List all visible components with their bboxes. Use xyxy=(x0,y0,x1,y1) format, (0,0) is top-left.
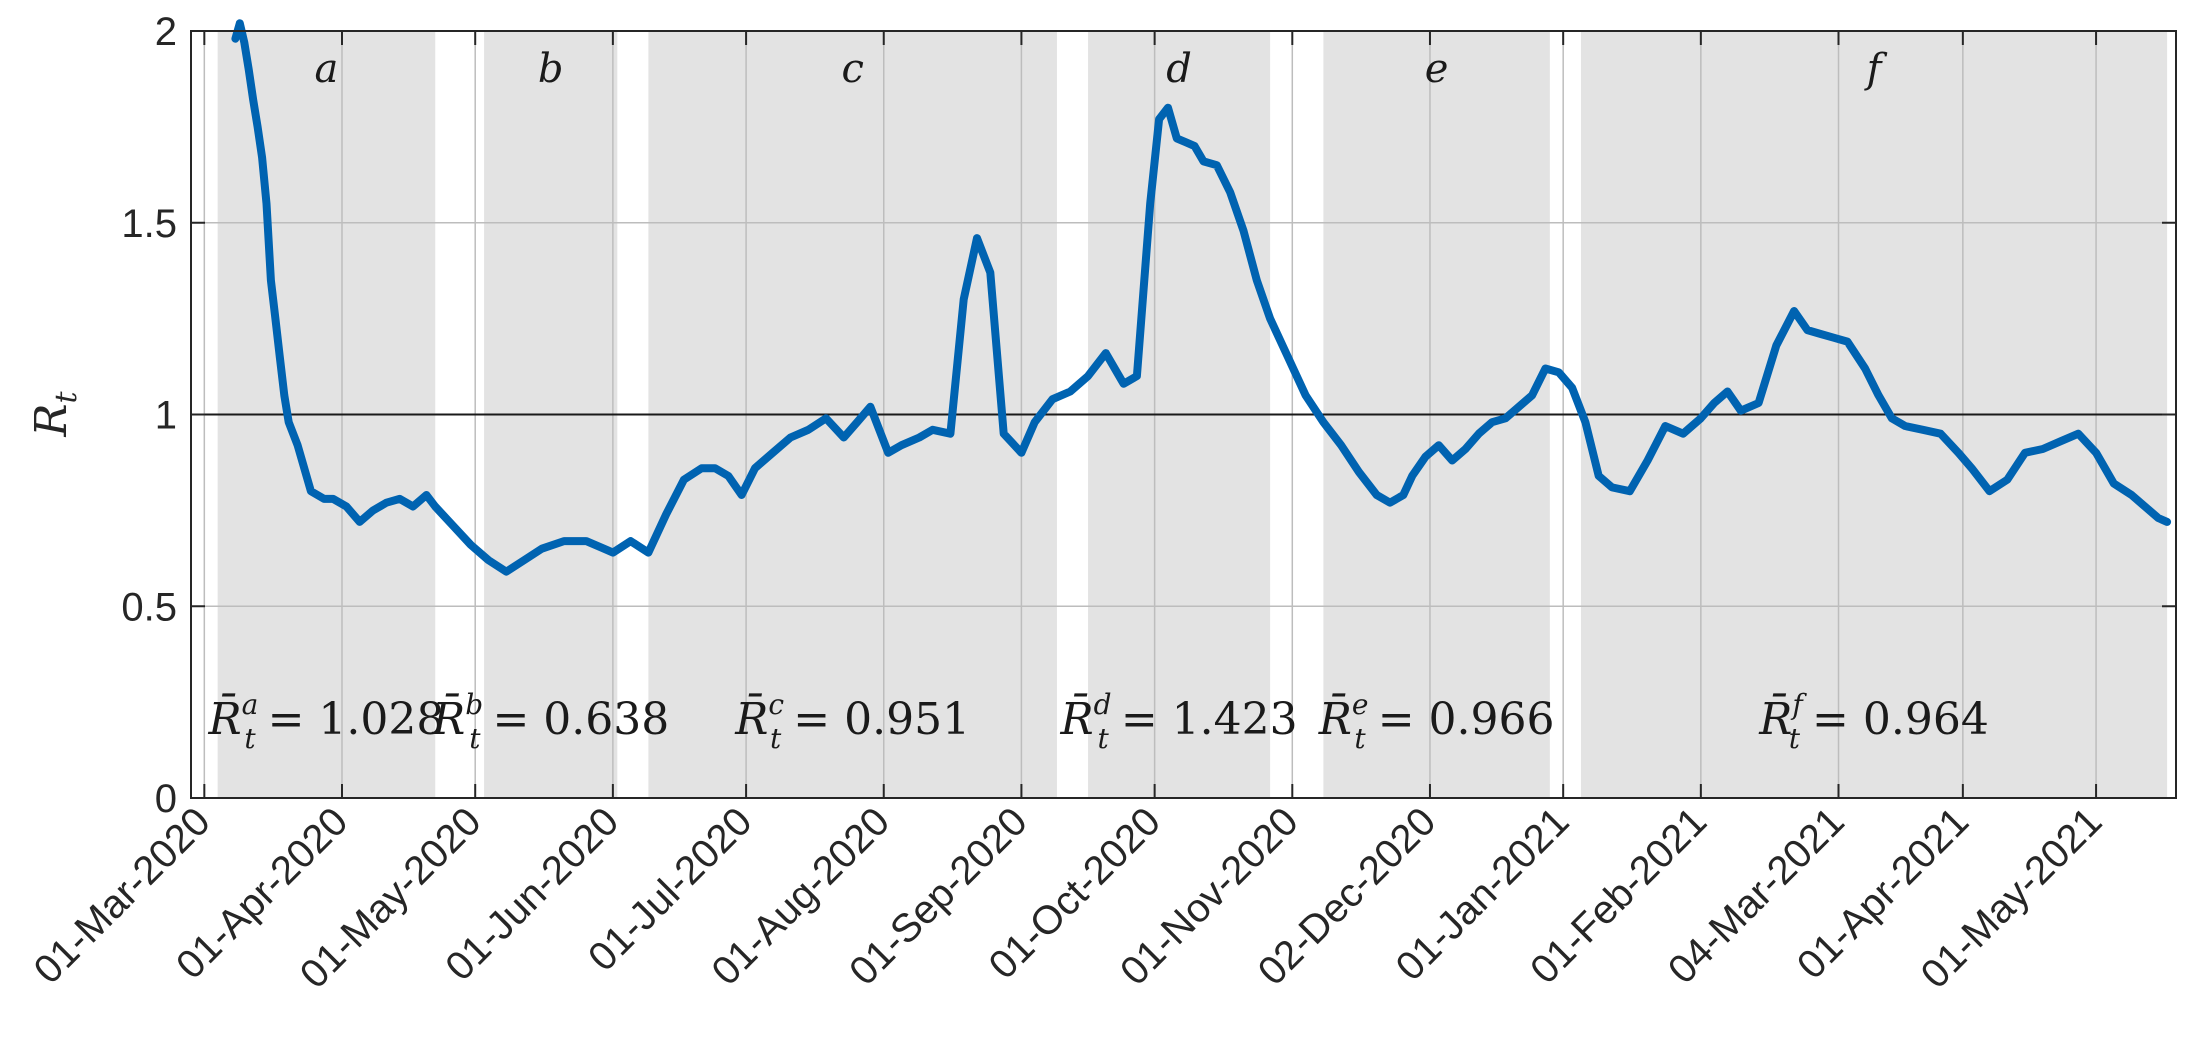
period-label-d: d xyxy=(1166,46,1192,92)
rt-series-line xyxy=(231,19,2172,576)
period-mean-f: R̄f t = 0.964 xyxy=(1758,688,1989,755)
period-label-e: e xyxy=(1425,46,1449,92)
y-tick-labels: 0 0.5 1 1.5 2 xyxy=(121,10,177,821)
y-tick-label: 1.5 xyxy=(121,202,177,246)
y-tick-label: 2 xyxy=(155,10,177,54)
period-mean-b: R̄b t = 0.638 xyxy=(431,688,669,755)
y-tick-label: 0.5 xyxy=(121,585,177,629)
period-mean-c: R̄c t = 0.951 xyxy=(734,688,970,755)
period-mean-d: R̄d t = 1.423 xyxy=(1059,688,1297,755)
y-axis-label: Rt xyxy=(26,390,84,437)
y-tick-label: 0 xyxy=(155,777,177,821)
period-label-b: b xyxy=(538,46,564,92)
x-tick-labels: 01-Mar-202001-Apr-202001-May-202001-Jun-… xyxy=(26,799,2111,997)
axis-ticks xyxy=(191,30,2176,799)
period-mean-e: R̄e t = 0.966 xyxy=(1318,688,1555,755)
period-label-a: a xyxy=(315,46,339,92)
period-label-c: c xyxy=(841,46,863,92)
y-tick-label: 1 xyxy=(155,394,177,438)
period-mean-a: R̄a t = 1.028 xyxy=(207,688,444,755)
